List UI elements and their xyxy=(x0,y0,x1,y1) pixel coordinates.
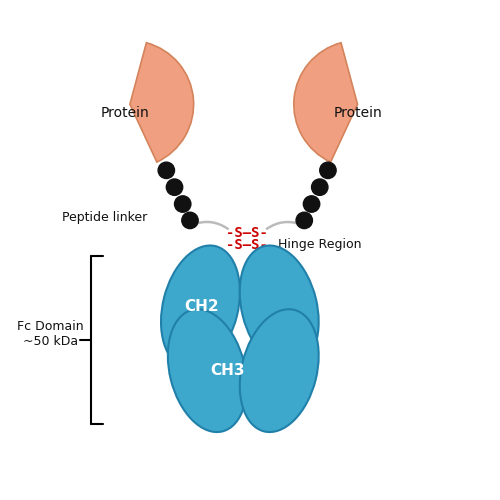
Text: Peptide linker: Peptide linker xyxy=(62,210,148,224)
Circle shape xyxy=(166,179,182,196)
Circle shape xyxy=(320,162,336,178)
Wedge shape xyxy=(294,43,358,162)
Text: -S—S-: -S—S- xyxy=(226,226,268,239)
Circle shape xyxy=(312,179,328,196)
Text: Protein: Protein xyxy=(101,106,150,120)
Ellipse shape xyxy=(240,309,318,432)
Text: -S—S-: -S—S- xyxy=(226,238,268,252)
Text: CH3: CH3 xyxy=(210,363,245,378)
Wedge shape xyxy=(130,43,194,162)
Text: Hinge Region: Hinge Region xyxy=(278,238,361,251)
Ellipse shape xyxy=(168,309,247,432)
Circle shape xyxy=(158,162,174,178)
Circle shape xyxy=(182,212,198,228)
Ellipse shape xyxy=(240,246,318,368)
Circle shape xyxy=(174,196,191,212)
Circle shape xyxy=(296,212,312,228)
Ellipse shape xyxy=(161,246,240,368)
Circle shape xyxy=(304,196,320,212)
Text: CH2: CH2 xyxy=(184,300,219,314)
Text: Protein: Protein xyxy=(333,106,382,120)
Text: Fc Domain
~50 kDa: Fc Domain ~50 kDa xyxy=(17,320,84,348)
